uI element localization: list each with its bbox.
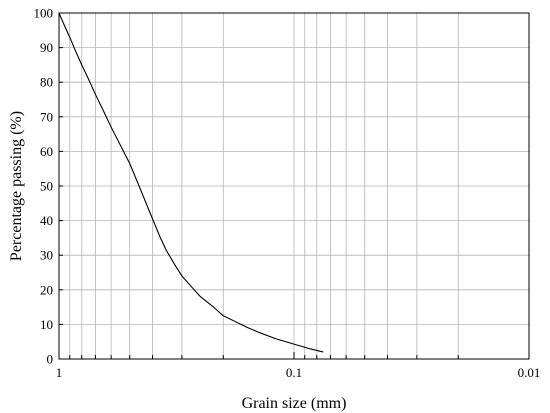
x-axis-title: Grain size (mm) [242, 395, 347, 412]
y-tick-label: 90 [40, 40, 53, 55]
y-tick-label: 30 [40, 248, 53, 263]
axis-ticks [58, 12, 530, 360]
y-tick-label: 70 [40, 109, 53, 124]
grading-curve [58, 12, 324, 353]
y-tick-label: 60 [40, 144, 53, 159]
y-tick-label: 100 [34, 6, 54, 21]
x-tick-labels: 1 0.1 0.01 [56, 365, 541, 380]
y-tick-labels: 0 10 20 30 40 50 60 70 80 90 100 [34, 6, 54, 367]
y-tick-label: 80 [40, 75, 53, 90]
y-tick-label: 20 [40, 282, 53, 297]
series-group [58, 12, 324, 353]
x-tick-label: 1 [56, 365, 63, 380]
x-tick-label: 0.1 [286, 365, 302, 380]
y-tick-label: 40 [40, 213, 53, 228]
grid [59, 13, 529, 359]
y-axis-title: Percentage passing (%) [8, 111, 25, 261]
x-tick-label: 0.01 [518, 365, 541, 380]
plot-frame [58, 12, 530, 360]
y-tick-label: 10 [40, 317, 53, 332]
y-tick-label: 50 [40, 179, 53, 194]
y-tick-label: 0 [47, 352, 54, 367]
